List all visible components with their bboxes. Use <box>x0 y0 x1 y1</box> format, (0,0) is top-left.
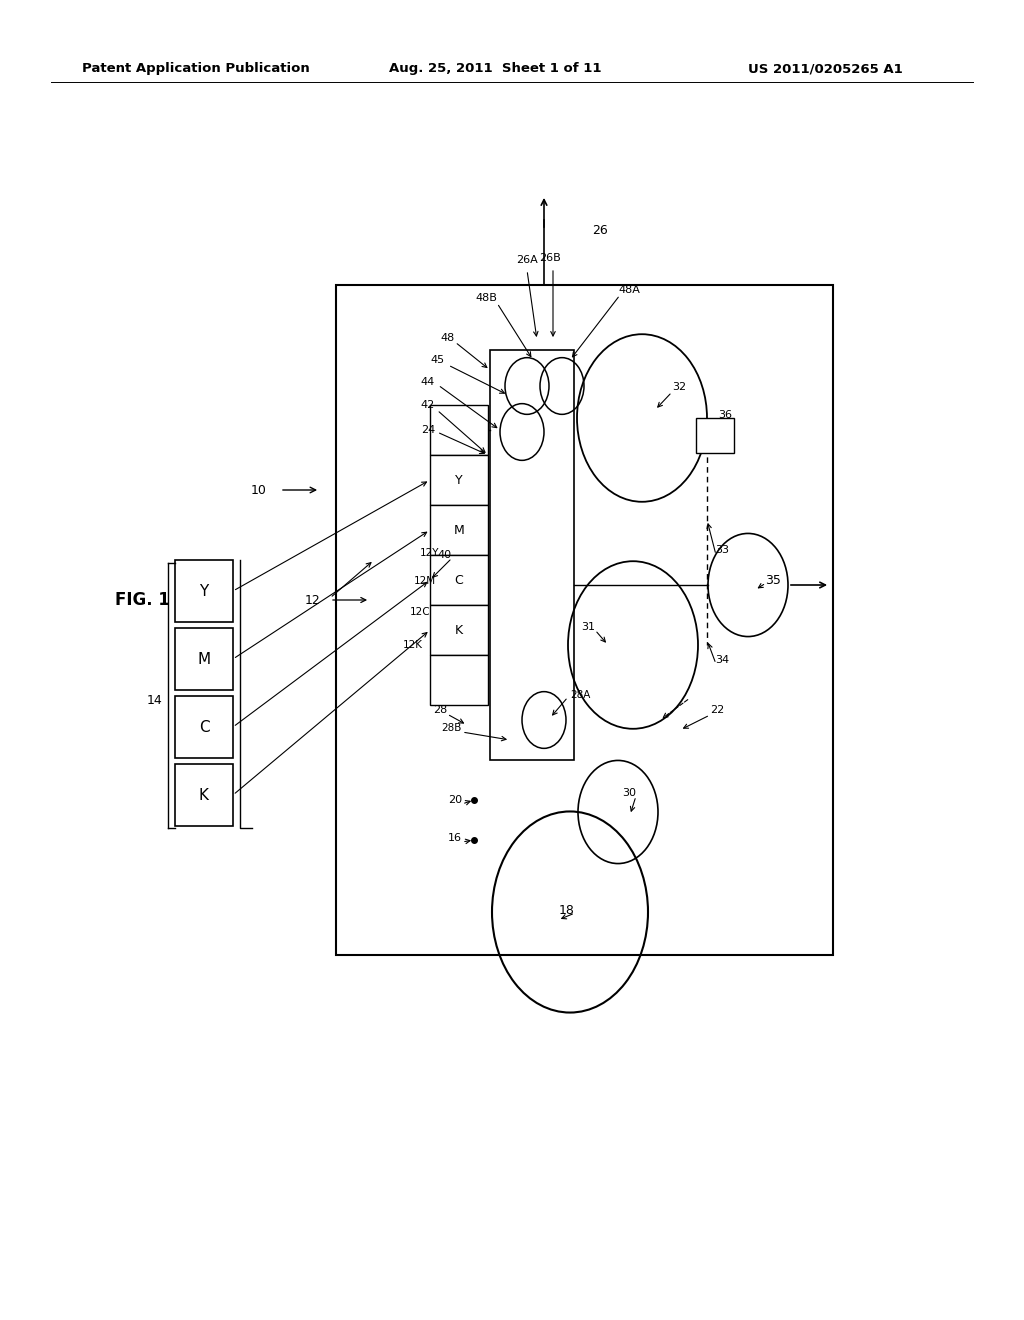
Text: 36: 36 <box>718 411 732 420</box>
Text: 26A: 26A <box>516 255 538 265</box>
Bar <box>430 554 488 605</box>
Text: 28B: 28B <box>441 723 462 733</box>
Bar <box>175 764 233 826</box>
Text: 12: 12 <box>304 594 319 606</box>
Bar <box>175 560 233 622</box>
Text: 35: 35 <box>765 573 781 586</box>
Text: 45: 45 <box>431 355 445 366</box>
Text: 16: 16 <box>449 833 462 843</box>
Text: 26: 26 <box>592 223 608 236</box>
Text: Patent Application Publication: Patent Application Publication <box>82 62 309 75</box>
Bar <box>696 418 734 453</box>
Text: 12M: 12M <box>414 576 436 586</box>
Text: 32: 32 <box>672 381 686 392</box>
Text: 48B: 48B <box>475 293 497 304</box>
Text: 42: 42 <box>421 400 435 411</box>
Bar <box>430 506 488 554</box>
Text: K: K <box>455 623 463 636</box>
Bar <box>175 628 233 690</box>
Text: 26B: 26B <box>539 253 561 263</box>
Text: 20: 20 <box>447 795 462 805</box>
Text: FIG. 1: FIG. 1 <box>115 591 170 609</box>
Text: Aug. 25, 2011  Sheet 1 of 11: Aug. 25, 2011 Sheet 1 of 11 <box>389 62 602 75</box>
Text: 18: 18 <box>559 903 575 916</box>
Text: 24: 24 <box>421 425 435 436</box>
Text: Y: Y <box>200 583 209 598</box>
Text: 40: 40 <box>438 550 452 560</box>
Text: 34: 34 <box>715 655 729 665</box>
Bar <box>430 405 488 455</box>
Bar <box>430 455 488 506</box>
Text: M: M <box>454 524 464 536</box>
Text: 28: 28 <box>433 705 447 715</box>
Text: 12C: 12C <box>410 607 430 616</box>
Text: 12Y: 12Y <box>420 548 439 558</box>
Text: 31: 31 <box>581 622 595 632</box>
Text: C: C <box>455 573 464 586</box>
Text: K: K <box>199 788 209 803</box>
Bar <box>490 350 574 760</box>
Bar <box>175 696 233 758</box>
Text: 44: 44 <box>421 378 435 387</box>
Text: 48A: 48A <box>618 285 640 294</box>
Text: M: M <box>198 652 211 667</box>
Text: 10: 10 <box>251 483 267 496</box>
Text: 12K: 12K <box>403 640 423 649</box>
Bar <box>430 655 488 705</box>
Bar <box>430 605 488 655</box>
Text: 33: 33 <box>715 545 729 554</box>
Text: C: C <box>199 719 209 734</box>
Text: 22: 22 <box>710 705 724 715</box>
Text: 14: 14 <box>146 693 162 706</box>
Text: Y: Y <box>456 474 463 487</box>
Text: 30: 30 <box>622 788 636 799</box>
Text: 28A: 28A <box>570 690 591 700</box>
Text: 48: 48 <box>440 333 455 343</box>
Bar <box>336 285 833 954</box>
Text: US 2011/0205265 A1: US 2011/0205265 A1 <box>748 62 902 75</box>
